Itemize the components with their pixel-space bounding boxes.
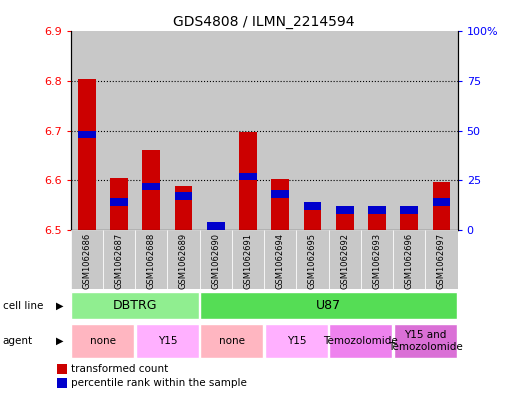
- Bar: [103, 230, 135, 289]
- Bar: [368, 211, 386, 230]
- Bar: [239, 132, 257, 230]
- Bar: [78, 131, 96, 138]
- Text: GSM1062692: GSM1062692: [340, 233, 349, 289]
- Text: ▶: ▶: [56, 301, 64, 311]
- Bar: [71, 292, 199, 319]
- Text: percentile rank within the sample: percentile rank within the sample: [71, 378, 247, 388]
- Bar: [78, 79, 96, 230]
- Text: GSM1062693: GSM1062693: [372, 233, 381, 289]
- Bar: [167, 230, 200, 289]
- Bar: [328, 230, 361, 289]
- Text: U87: U87: [316, 299, 341, 312]
- Text: GSM1062688: GSM1062688: [147, 233, 156, 289]
- Text: cell line: cell line: [3, 301, 43, 311]
- Bar: [71, 31, 103, 230]
- Bar: [200, 31, 232, 230]
- Text: transformed count: transformed count: [71, 364, 168, 374]
- Bar: [175, 193, 192, 200]
- Bar: [361, 31, 393, 230]
- Text: GSM1062694: GSM1062694: [276, 233, 285, 289]
- Text: GSM1062690: GSM1062690: [211, 233, 220, 289]
- Bar: [57, 364, 66, 374]
- Bar: [297, 230, 328, 289]
- Bar: [393, 230, 425, 289]
- Bar: [329, 324, 392, 358]
- Bar: [200, 324, 264, 358]
- Bar: [394, 324, 457, 358]
- Bar: [71, 230, 103, 289]
- Text: GSM1062696: GSM1062696: [405, 233, 414, 289]
- Bar: [110, 198, 128, 206]
- Bar: [425, 230, 458, 289]
- Text: Temozolomide: Temozolomide: [324, 336, 398, 346]
- Bar: [264, 230, 297, 289]
- Bar: [142, 149, 160, 230]
- Bar: [304, 202, 321, 210]
- Bar: [232, 31, 264, 230]
- Text: none: none: [219, 336, 245, 346]
- Bar: [57, 378, 66, 387]
- Bar: [71, 324, 134, 358]
- Bar: [110, 178, 128, 230]
- Bar: [368, 206, 386, 214]
- Bar: [103, 31, 135, 230]
- Bar: [433, 198, 450, 206]
- Text: Y15: Y15: [287, 336, 306, 346]
- Bar: [136, 324, 199, 358]
- Text: agent: agent: [3, 336, 33, 346]
- Text: GSM1062687: GSM1062687: [115, 233, 123, 289]
- Text: GSM1062689: GSM1062689: [179, 233, 188, 289]
- Bar: [207, 222, 224, 230]
- Bar: [425, 31, 458, 230]
- Text: DBTRG: DBTRG: [113, 299, 157, 312]
- Text: GSM1062686: GSM1062686: [82, 233, 91, 289]
- Bar: [401, 211, 418, 230]
- Bar: [304, 206, 321, 230]
- Text: GSM1062697: GSM1062697: [437, 233, 446, 289]
- Bar: [401, 206, 418, 214]
- Bar: [393, 31, 425, 230]
- Bar: [271, 179, 289, 230]
- Text: GSM1062695: GSM1062695: [308, 233, 317, 289]
- Text: none: none: [90, 336, 116, 346]
- Title: GDS4808 / ILMN_2214594: GDS4808 / ILMN_2214594: [173, 15, 355, 29]
- Bar: [239, 173, 257, 180]
- Text: ▶: ▶: [56, 336, 64, 346]
- Bar: [135, 31, 167, 230]
- Bar: [264, 31, 297, 230]
- Bar: [167, 31, 200, 230]
- Bar: [265, 324, 328, 358]
- Bar: [232, 230, 264, 289]
- Bar: [200, 230, 232, 289]
- Bar: [175, 186, 192, 230]
- Text: GSM1062691: GSM1062691: [244, 233, 253, 289]
- Bar: [336, 211, 354, 230]
- Text: Y15 and
Temozolomide: Y15 and Temozolomide: [388, 330, 463, 352]
- Bar: [336, 206, 354, 214]
- Bar: [271, 191, 289, 198]
- Text: Y15: Y15: [157, 336, 177, 346]
- Bar: [207, 228, 224, 230]
- Bar: [297, 31, 328, 230]
- Bar: [361, 230, 393, 289]
- Bar: [135, 230, 167, 289]
- Bar: [200, 292, 457, 319]
- Bar: [328, 31, 361, 230]
- Bar: [433, 182, 450, 230]
- Bar: [142, 182, 160, 190]
